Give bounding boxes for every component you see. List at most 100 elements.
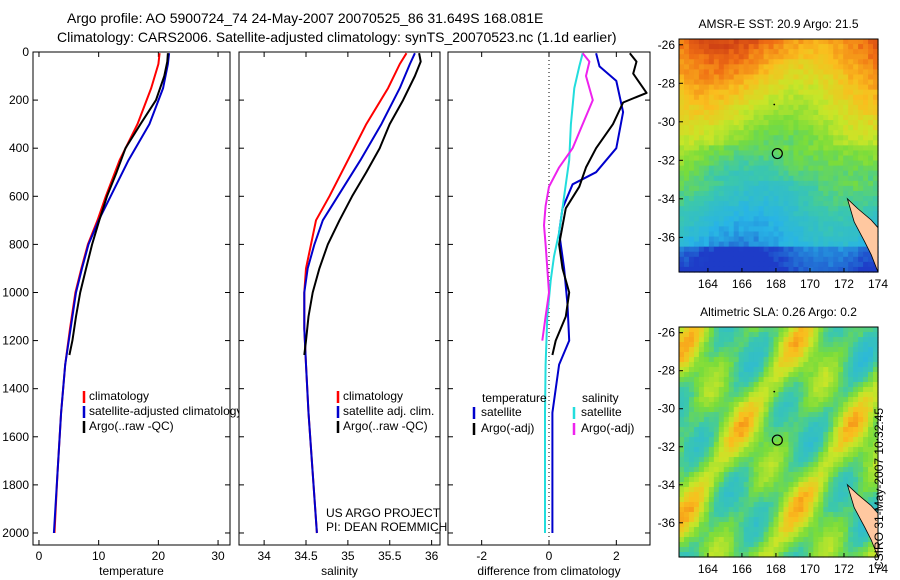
map-cell [843, 427, 849, 433]
map-cell [698, 196, 705, 202]
map-cell [813, 357, 819, 363]
map-cell [738, 64, 745, 70]
map-cell [783, 130, 790, 136]
map-cell [808, 109, 814, 116]
map-cell [753, 216, 760, 222]
map-cell [808, 502, 814, 508]
map-cell [748, 457, 755, 463]
map-cell [858, 422, 864, 428]
map-cell [808, 467, 814, 473]
map-cell [808, 332, 814, 338]
map-cell [718, 372, 725, 378]
map-cell [753, 241, 760, 248]
map-cell [753, 442, 760, 448]
map-cell [813, 145, 819, 152]
map-cell [838, 266, 844, 273]
map-cell [733, 69, 740, 76]
map-cell [743, 357, 750, 363]
map-cell [798, 427, 804, 433]
map-cell [679, 44, 685, 50]
map-cell [698, 352, 705, 358]
map-cell [683, 246, 690, 253]
map-cell [853, 246, 859, 253]
map-cell [718, 457, 725, 463]
map-cell [683, 94, 690, 101]
map-cell [783, 241, 790, 248]
map-cell [708, 125, 715, 131]
map-cell [763, 482, 770, 488]
map-cell [763, 79, 770, 86]
map-cell [703, 246, 710, 253]
map-cell [768, 266, 775, 273]
map-cell [758, 99, 765, 106]
map-cell [808, 382, 814, 388]
map-cell [803, 542, 809, 548]
map-cell [708, 236, 715, 243]
map-cell [843, 236, 849, 243]
map-cell [683, 211, 690, 217]
map-cell [768, 69, 775, 76]
map-cell [828, 512, 834, 518]
map-cell [858, 145, 864, 152]
map-cell [818, 522, 824, 528]
map-cell [793, 502, 799, 508]
map-cell [843, 84, 849, 91]
map-cell [818, 39, 824, 45]
map-cell [808, 407, 814, 413]
map-cell [763, 206, 770, 212]
map-cell [828, 432, 834, 438]
map-cell [828, 402, 834, 408]
map-cell [763, 120, 770, 126]
map-cell [753, 437, 760, 443]
map-cell [868, 357, 874, 363]
map-cell [818, 201, 824, 207]
map-cell [788, 377, 795, 383]
map-cell [743, 165, 750, 172]
map-cell [693, 89, 700, 96]
map-cell [873, 59, 879, 65]
map-cell [788, 89, 795, 96]
map-cell [868, 211, 874, 217]
map-cell [728, 256, 735, 263]
map-cell [848, 256, 854, 263]
map-cell [848, 427, 854, 433]
map-cell [743, 114, 750, 121]
map-cell [848, 211, 854, 217]
map-cell [723, 492, 730, 498]
map-cell [858, 447, 864, 453]
map-cell [679, 357, 685, 363]
map-cell [873, 64, 879, 70]
map-cell [833, 125, 839, 131]
map-cell [679, 201, 685, 207]
map-cell [728, 246, 735, 253]
map-cell [768, 512, 775, 518]
map-cell [808, 532, 814, 538]
map-cell [748, 155, 755, 162]
map-cell [758, 372, 765, 378]
map-cell [723, 170, 730, 177]
map-cell [698, 99, 705, 106]
map-cell [763, 432, 770, 438]
map-cell [708, 135, 715, 141]
map-cell [753, 155, 760, 162]
map-cell [713, 120, 720, 126]
map-cell [813, 447, 819, 453]
map-cell [793, 114, 799, 121]
map-cell [788, 472, 795, 478]
map-cell [793, 337, 799, 343]
map-cell [853, 402, 859, 408]
map-cell [828, 457, 834, 463]
map-cell [728, 372, 735, 378]
map-cell [688, 130, 695, 136]
map-cell [748, 472, 755, 478]
map-cell [803, 522, 809, 528]
map-cell [778, 104, 785, 111]
map-cell [793, 342, 799, 348]
map-cell [703, 437, 710, 443]
map-cell [688, 120, 695, 126]
map-cell [873, 447, 879, 453]
map-cell [683, 452, 690, 458]
map-cell [853, 412, 859, 418]
x-tick-label: 34.5 [294, 549, 318, 563]
map-cell [808, 352, 814, 358]
